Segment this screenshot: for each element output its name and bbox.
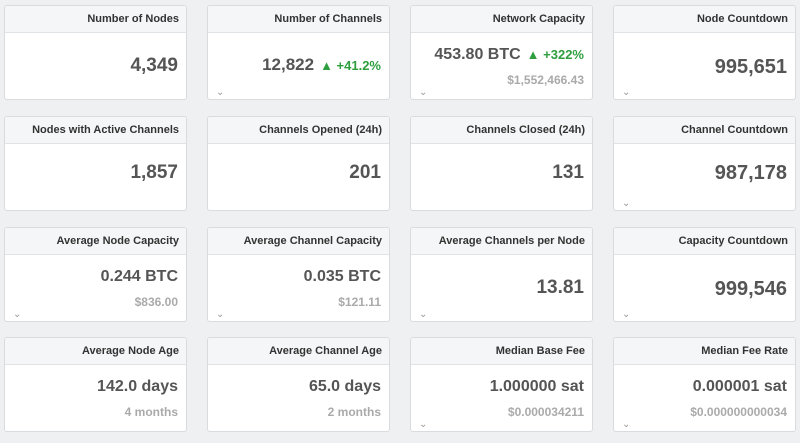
card-value: 987,178	[714, 162, 787, 184]
delta-up-badge: ▲ +322%	[526, 47, 584, 62]
card-title: Nodes with Active Channels	[5, 117, 186, 144]
card-usd-value: $0.000034211	[507, 405, 584, 419]
card-channels-closed: Channels Closed (24h) 131	[410, 116, 593, 211]
card-title: Average Channel Age	[208, 338, 389, 365]
card-title: Channels Closed (24h)	[411, 117, 592, 144]
card-value: 0.035 BTC	[303, 268, 381, 285]
card-channels-opened: Channels Opened (24h) 201	[207, 116, 390, 211]
card-title: Channel Countdown	[614, 117, 795, 144]
card-average-channel-age: Average Channel Age 65.0 days 2 months	[207, 337, 390, 432]
chevron-down-icon[interactable]: ⌄	[622, 309, 631, 320]
card-title: Average Channels per Node	[411, 228, 592, 255]
card-title: Average Node Age	[5, 338, 186, 365]
chevron-down-icon[interactable]: ⌄	[13, 309, 22, 320]
card-sub-value: 4 months	[124, 405, 178, 419]
card-median-fee-rate: Median Fee Rate 0.000001 sat $0.00000000…	[613, 337, 796, 432]
card-title: Average Channel Capacity	[208, 228, 389, 255]
card-value: 995,651	[714, 56, 787, 78]
card-title: Average Node Capacity	[5, 228, 186, 255]
chevron-down-icon[interactable]: ⌄	[419, 419, 428, 430]
delta-up-badge: ▲ +41.2%	[320, 58, 381, 73]
card-title: Channels Opened (24h)	[208, 117, 389, 144]
card-value: 1.000000 sat	[489, 378, 584, 395]
chevron-down-icon[interactable]: ⌄	[622, 87, 631, 98]
card-usd-value: $1,552,466.43	[507, 73, 584, 87]
card-sub-value: 2 months	[327, 405, 381, 419]
chevron-down-icon[interactable]: ⌄	[216, 87, 225, 98]
card-value: 4,349	[130, 55, 178, 76]
card-title: Network Capacity	[411, 6, 592, 33]
card-median-base-fee: Median Base Fee 1.000000 sat $0.00003421…	[410, 337, 593, 432]
card-number-of-nodes: Number of Nodes 4,349	[4, 5, 187, 100]
card-title: Capacity Countdown	[614, 228, 795, 255]
card-value: 131	[552, 162, 584, 183]
chevron-down-icon[interactable]: ⌄	[419, 87, 428, 98]
card-value: 12,822	[262, 55, 315, 74]
card-title: Median Base Fee	[411, 338, 592, 365]
card-usd-value: $0.000000000034	[690, 405, 787, 419]
card-average-node-capacity: Average Node Capacity 0.244 BTC $836.00 …	[4, 227, 187, 322]
card-title: Number of Channels	[208, 6, 389, 33]
card-average-channel-capacity: Average Channel Capacity 0.035 BTC $121.…	[207, 227, 390, 322]
chevron-down-icon[interactable]: ⌄	[622, 419, 631, 430]
card-value: 201	[349, 162, 381, 183]
card-title: Number of Nodes	[5, 6, 186, 33]
card-value: 0.244 BTC	[100, 268, 178, 285]
card-network-capacity: Network Capacity 453.80 BTC ▲ +322% $1,55…	[410, 5, 593, 100]
card-value: 0.000001 sat	[692, 378, 787, 395]
card-usd-value: $836.00	[134, 295, 178, 309]
card-value: 999,546	[714, 278, 787, 300]
card-value: 142.0 days	[97, 378, 178, 395]
card-node-countdown: Node Countdown 995,651 ⌄	[613, 5, 796, 100]
card-nodes-with-active-channels: Nodes with Active Channels 1,857	[4, 116, 187, 211]
chevron-down-icon[interactable]: ⌄	[216, 309, 225, 320]
chevron-down-icon[interactable]: ⌄	[622, 198, 631, 209]
card-number-of-channels: Number of Channels 12,822 ▲ +41.2% ⌄	[207, 5, 390, 100]
card-value: 65.0 days	[308, 378, 381, 395]
card-title: Median Fee Rate	[614, 338, 795, 365]
card-usd-value: $121.11	[338, 295, 381, 309]
chevron-down-icon[interactable]: ⌄	[419, 309, 428, 320]
card-title: Node Countdown	[614, 6, 795, 33]
card-value: 13.81	[536, 277, 584, 298]
card-value: 453.80 BTC	[434, 46, 521, 63]
card-value: 1,857	[130, 162, 178, 183]
card-capacity-countdown: Capacity Countdown 999,546 ⌄	[613, 227, 796, 322]
card-channel-countdown: Channel Countdown 987,178 ⌄	[613, 116, 796, 211]
card-average-node-age: Average Node Age 142.0 days 4 months	[4, 337, 187, 432]
card-average-channels-per-node: Average Channels per Node 13.81 ⌄	[410, 227, 593, 322]
